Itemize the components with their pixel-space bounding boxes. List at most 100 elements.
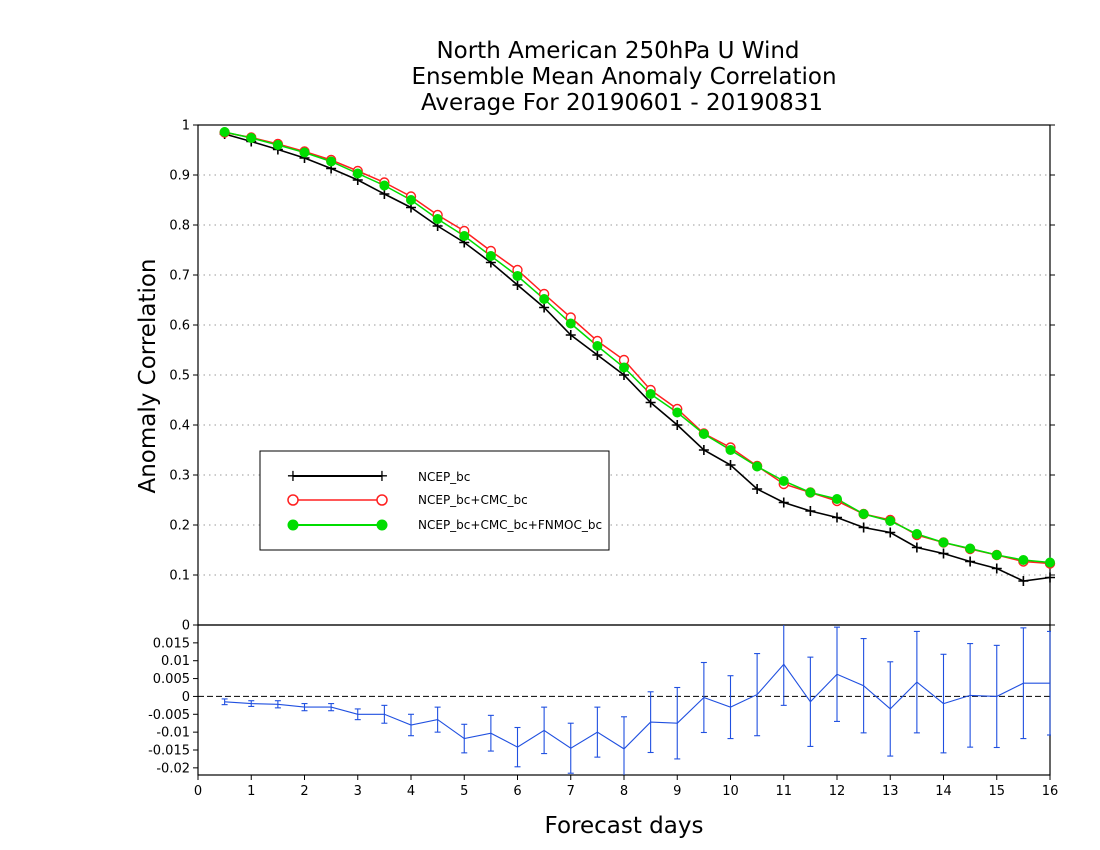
main-y-tick-label: 0.8: [169, 219, 190, 234]
x-tick-label: 1: [247, 784, 255, 799]
main-y-tick-label: 0: [182, 619, 190, 634]
x-tick-label: 6: [513, 784, 521, 799]
data-point-filled-circle: [326, 156, 337, 167]
data-point-plus: [885, 527, 896, 538]
data-point-filled-circle: [698, 429, 709, 439]
diff-y-tick-label: 0: [182, 690, 190, 705]
data-point-plus: [805, 506, 816, 516]
data-point-plus: [965, 556, 976, 567]
data-point-filled-circle: [539, 294, 550, 304]
main-y-ticks: 0 0.1 0.2 0.3 0.4 0.5 0.6 0.7 0.8 0.9 1: [169, 119, 1055, 634]
x-tick-label: 11: [775, 784, 792, 799]
data-point-filled-circle: [885, 516, 896, 526]
data-point-filled-circle: [991, 550, 1002, 560]
legend-label-ncep-cmc: NCEP_bc+CMC_bc: [418, 493, 528, 507]
x-axis-ticks: 0 1 2 3 4 5 6 7 8 9 10 11 12 13 14 15 16: [194, 775, 1058, 799]
chart-title-line-1: North American 250hPa U Wind: [436, 38, 799, 64]
diff-y-tick-label: -0.02: [156, 761, 190, 776]
data-point-filled-circle: [379, 180, 390, 191]
data-point-filled-circle: [406, 195, 416, 205]
x-tick-label: 15: [988, 784, 1005, 799]
data-point-filled-circle: [565, 318, 576, 329]
legend-marker-ncep-cmc-left: [287, 494, 299, 506]
legend-label-ncep-bc: NCEP_bc: [418, 470, 470, 484]
main-series-group: [219, 127, 1056, 586]
diff-series-clipped: [221, 625, 1051, 775]
data-point-filled-circle: [832, 494, 842, 504]
y-axis-title: Anomaly Correlation: [135, 258, 161, 493]
diff-y-tick-label: 0.015: [153, 636, 190, 651]
data-point-plus: [911, 542, 922, 553]
data-point-plus: [1018, 576, 1029, 586]
data-point-filled-circle: [805, 487, 816, 498]
x-tick-label: 5: [460, 784, 468, 799]
x-tick-label: 10: [722, 784, 739, 799]
series-line-1: [224, 133, 1051, 582]
data-point-plus: [991, 563, 1002, 574]
legend-marker-ncep-bc-left: +: [286, 466, 299, 485]
data-point-plus: [592, 350, 603, 360]
data-point-filled-circle: [778, 476, 789, 486]
diff-series-group: [221, 625, 1051, 775]
main-gridlines: [198, 124, 1050, 576]
data-point-filled-circle: [752, 461, 763, 472]
data-point-plus: [938, 548, 949, 559]
main-y-tick-label: 0.3: [169, 469, 190, 484]
legend-label-ncep-cmc-fnmoc: NCEP_bc+CMC_bc+FNMOC_bc: [418, 518, 602, 532]
data-point-plus: [539, 302, 550, 313]
main-y-tick-label: 0.4: [169, 419, 190, 434]
x-tick-label: 16: [1042, 784, 1059, 799]
main-y-tick-label: 0.7: [169, 269, 190, 284]
data-point-filled-circle: [272, 140, 283, 150]
main-y-tick-label: 0.6: [169, 319, 190, 334]
data-point-plus: [645, 397, 656, 408]
chart-title-line-2: Ensemble Mean Anomaly Correlation: [411, 64, 836, 90]
x-tick-label: 13: [882, 784, 899, 799]
chart-title-line-3: Average For 20190601 - 20190831: [421, 90, 823, 116]
legend: + + NCEP_bc NCEP_bc+CMC_bc NCEP_bc+CMC_b…: [259, 450, 610, 551]
x-tick-label: 2: [300, 784, 308, 799]
x-tick-label: 14: [935, 784, 952, 799]
data-point-plus: [512, 280, 523, 290]
data-point-plus: [565, 330, 576, 340]
data-point-plus: [1045, 572, 1055, 583]
data-point-filled-circle: [911, 529, 922, 539]
legend-marker-ncep-bc-right: +: [375, 466, 388, 485]
data-point-filled-circle: [858, 509, 869, 519]
diff-y-tick-label: 0.01: [161, 654, 190, 669]
main-y-tick-label: 1: [182, 119, 190, 134]
data-point-filled-circle: [459, 231, 470, 241]
data-point-plus: [725, 460, 736, 470]
main-y-tick-label: 0.5: [169, 369, 190, 384]
data-point-filled-circle: [485, 251, 496, 261]
data-point-filled-circle: [299, 147, 310, 158]
data-point-filled-circle: [672, 407, 683, 418]
data-point-filled-circle: [619, 362, 629, 373]
legend-marker-ncep-cmc-fnmoc-right: [376, 519, 388, 531]
data-point-plus: [379, 189, 390, 199]
x-tick-label: 12: [829, 784, 846, 799]
data-point-filled-circle: [1045, 557, 1055, 568]
diff-y-ticks: -0.02 -0.015 -0.01 -0.005 0 0.005 0.01 0.015: [148, 636, 1050, 776]
data-point-filled-circle: [352, 168, 363, 179]
data-point-filled-circle: [1018, 555, 1029, 565]
data-point-plus: [858, 522, 869, 533]
data-point-filled-circle: [246, 133, 257, 143]
data-point-plus: [832, 512, 842, 523]
legend-marker-ncep-cmc-right: [376, 494, 388, 506]
diff-y-tick-label: -0.01: [156, 726, 190, 741]
main-y-tick-label: 0.1: [169, 569, 190, 584]
diff-y-tick-label: -0.005: [148, 708, 190, 723]
data-point-plus: [698, 445, 709, 455]
data-point-filled-circle: [512, 271, 523, 281]
data-point-plus: [672, 420, 683, 430]
diff-y-tick-label: -0.015: [148, 744, 190, 759]
data-point-plus: [752, 484, 763, 494]
x-tick-label: 9: [673, 784, 681, 799]
data-point-plus: [778, 497, 789, 508]
x-tick-label: 4: [407, 784, 415, 799]
main-y-tick-label: 0.2: [169, 519, 190, 534]
x-axis-title: Forecast days: [545, 813, 704, 839]
data-point-filled-circle: [432, 214, 443, 224]
